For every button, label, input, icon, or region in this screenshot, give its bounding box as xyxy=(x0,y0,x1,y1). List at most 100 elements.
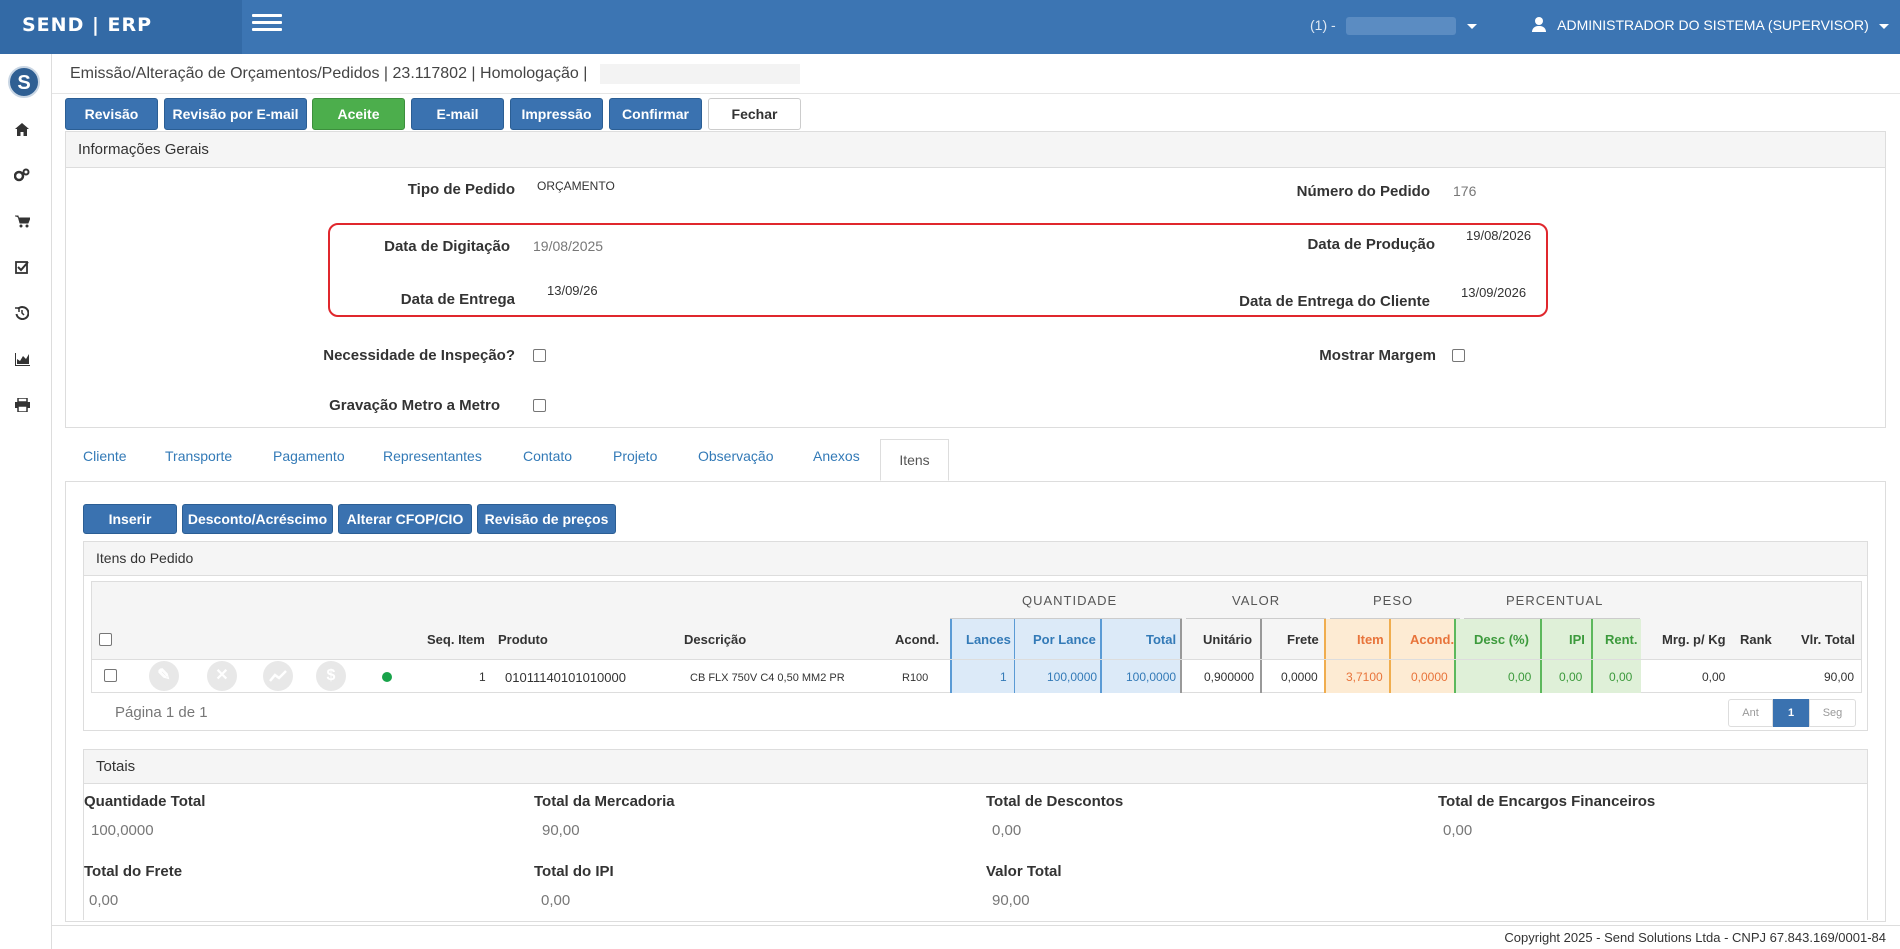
dollar-icon[interactable]: $ xyxy=(316,661,346,691)
info-panel: Informações Gerais xyxy=(65,131,1886,428)
col-total[interactable]: Total xyxy=(1146,632,1177,647)
data-entrega-value[interactable]: 13/09/26 xyxy=(547,283,598,298)
data-entrega-cliente-value[interactable]: 13/09/2026 xyxy=(1461,285,1527,300)
cart-icon[interactable] xyxy=(12,214,32,234)
col-rent[interactable]: Rent. xyxy=(1605,632,1638,647)
brand-logo[interactable]: SEND | ERP xyxy=(0,0,242,54)
tab-pagamento[interactable]: Pagamento xyxy=(273,448,345,464)
cell-frete: 0,0000 xyxy=(1281,670,1318,684)
col-peso-item[interactable]: Item xyxy=(1357,632,1384,647)
chevron-down-icon xyxy=(1467,23,1478,29)
group-quantidade: QUANTIDADE xyxy=(1022,593,1118,608)
group-valor: VALOR xyxy=(1232,593,1281,608)
chart-icon[interactable] xyxy=(12,352,32,372)
confirmar-button[interactable]: Confirmar xyxy=(609,98,702,130)
total-descontos-value: 0,00 xyxy=(992,822,1022,839)
edit-icon[interactable]: ✎ xyxy=(149,661,179,691)
aceite-button[interactable]: Aceite xyxy=(312,98,405,130)
gravacao-checkbox[interactable] xyxy=(533,399,546,412)
margem-checkbox[interactable] xyxy=(1452,349,1465,362)
pager-current[interactable]: 1 xyxy=(1773,699,1809,727)
footer-copyright: Copyright 2025 - Send Solutions Ltda - C… xyxy=(1504,930,1886,945)
home-icon[interactable] xyxy=(12,122,32,142)
tab-cliente[interactable]: Cliente xyxy=(83,448,127,464)
cell-vlr-total: 90,00 xyxy=(1824,670,1855,684)
desconto-acrescimo-button[interactable]: Desconto/Acréscimo xyxy=(182,504,333,534)
select-all-checkbox[interactable] xyxy=(99,633,112,646)
revisao-precos-button[interactable]: Revisão de preços xyxy=(477,504,616,534)
user-name: ADMINISTRADOR DO SISTEMA (SUPERVISOR) xyxy=(1557,17,1869,33)
col-por-lance[interactable]: Por Lance xyxy=(1033,632,1096,647)
user-menu[interactable]: ADMINISTRADOR DO SISTEMA (SUPERVISOR) xyxy=(1532,17,1889,33)
alterar-cfop-button[interactable]: Alterar CFOP/CIO xyxy=(338,504,472,534)
tab-representantes[interactable]: Representantes xyxy=(383,448,482,464)
col-produto[interactable]: Produto xyxy=(498,632,548,647)
group-underline xyxy=(950,618,1182,619)
col-desc[interactable]: Desc (%) xyxy=(1474,632,1529,647)
footer-divider xyxy=(52,925,1900,926)
total-mercadoria-value: 90,00 xyxy=(542,822,580,839)
col-lances[interactable]: Lances xyxy=(966,632,1011,647)
row-checkbox[interactable] xyxy=(104,669,117,682)
data-entrega-cliente-label: Data de Entrega do Cliente xyxy=(1239,293,1430,310)
total-descontos-label: Total de Descontos xyxy=(986,793,1124,810)
total-ipi-value: 0,00 xyxy=(541,892,571,909)
delete-icon[interactable]: ✕ xyxy=(207,661,237,691)
data-producao-value[interactable]: 19/08/2026 xyxy=(1466,228,1532,243)
check-square-icon[interactable] xyxy=(12,260,32,280)
panel-heading: Informações Gerais xyxy=(66,132,1885,168)
divider xyxy=(52,93,1900,94)
revisao-email-button[interactable]: Revisão por E-mail xyxy=(164,98,307,130)
top-bar: SEND | ERP (1) - ADMINISTRADOR DO SISTEM… xyxy=(0,0,1900,54)
col-peso-acond[interactable]: Acond. xyxy=(1410,632,1455,647)
cogs-icon[interactable] xyxy=(12,168,32,188)
col-vlr-total[interactable]: Vlr. Total xyxy=(1801,632,1855,647)
totais-panel: Totais xyxy=(83,749,1868,920)
tab-itens[interactable]: Itens xyxy=(880,439,949,481)
items-tab-content xyxy=(65,481,1886,922)
col-mrg-kg[interactable]: Mrg. p/ Kg xyxy=(1662,632,1726,647)
col-acond[interactable]: Acond. xyxy=(895,632,940,647)
col-frete[interactable]: Frete xyxy=(1287,632,1319,647)
cell-mrg: 0,00 xyxy=(1702,670,1726,684)
tab-contato[interactable]: Contato xyxy=(523,448,573,464)
chart-line-icon[interactable] xyxy=(263,661,293,691)
menu-toggle-icon[interactable] xyxy=(252,14,282,36)
print-icon[interactable] xyxy=(12,397,32,418)
col-seq-item[interactable]: Seq. Item xyxy=(427,632,485,647)
total-frete-label: Total do Frete xyxy=(84,863,183,880)
inspecao-checkbox[interactable] xyxy=(533,349,546,362)
row-divider xyxy=(92,659,1861,660)
quantidade-total-value: 100,0000 xyxy=(91,822,154,839)
cell-ipi: 0,00 xyxy=(1559,670,1583,684)
col-ipi[interactable]: IPI xyxy=(1569,632,1585,647)
numero-pedido-label: Número do Pedido xyxy=(1296,183,1430,200)
inserir-button[interactable]: Inserir xyxy=(83,504,177,534)
col-descricao[interactable]: Descrição xyxy=(684,632,747,647)
cell-rent: 0,00 xyxy=(1609,670,1633,684)
tab-transporte[interactable]: Transporte xyxy=(165,448,233,464)
total-encargos-label: Total de Encargos Financeiros xyxy=(1438,793,1656,810)
col-rank[interactable]: Rank xyxy=(1740,632,1772,647)
cell-seq: 1 xyxy=(479,670,486,684)
cell-peso-item: 3,7100 xyxy=(1346,670,1383,684)
pager-next[interactable]: Seg xyxy=(1809,699,1856,727)
col-unitario[interactable]: Unitário xyxy=(1203,632,1253,647)
group-peso: PESO xyxy=(1373,593,1414,608)
tab-anexos[interactable]: Anexos xyxy=(813,448,860,464)
fechar-button[interactable]: Fechar xyxy=(708,98,801,130)
data-digitacao-label: Data de Digitação xyxy=(384,238,510,255)
cell-descricao: CB FLX 750V C4 0,50 MM2 PR xyxy=(690,672,845,684)
cell-total: 100,0000 xyxy=(1126,670,1177,684)
tipo-pedido-value[interactable]: ORÇAMENTO xyxy=(537,179,615,193)
revisao-button[interactable]: Revisão xyxy=(65,98,158,130)
company-selector[interactable]: (1) - xyxy=(1310,17,1478,36)
email-button[interactable]: E-mail xyxy=(411,98,504,130)
tab-projeto[interactable]: Projeto xyxy=(613,448,658,464)
data-producao-label: Data de Produção xyxy=(1307,236,1435,253)
pager-prev[interactable]: Ant xyxy=(1728,699,1773,727)
history-icon[interactable] xyxy=(12,306,32,326)
impressao-button[interactable]: Impressão xyxy=(510,98,603,130)
chevron-down-icon xyxy=(1878,23,1889,29)
tab-observacao[interactable]: Observação xyxy=(698,448,774,464)
